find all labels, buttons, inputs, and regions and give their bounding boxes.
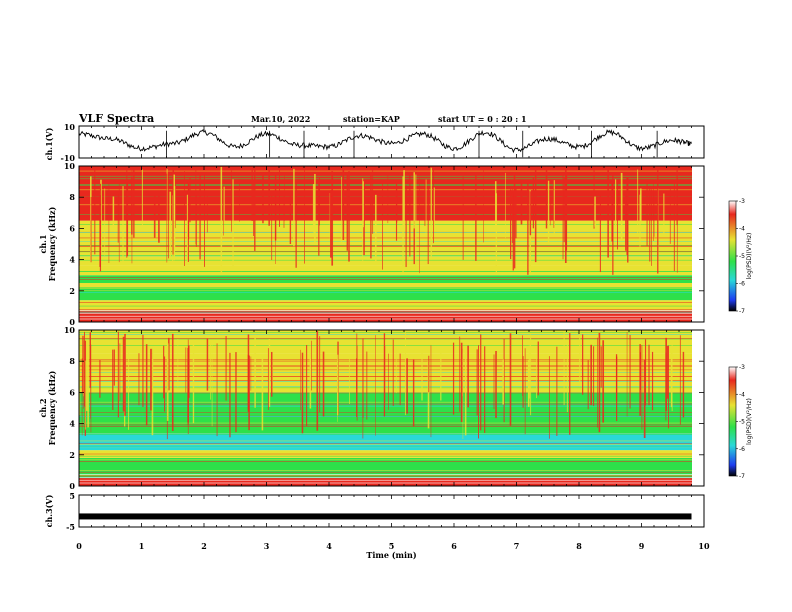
ch1-spectrogram-tick-label: 4 (69, 255, 75, 265)
ch2-colorbar-bar (728, 366, 737, 477)
ch2-colorbar-tick-label: -3 (739, 364, 745, 371)
ch2-colorbar-label: log(PSD)(V²/Hz) (746, 398, 753, 445)
station-label: station=KAP (343, 114, 400, 124)
time-tick-label: 2 (201, 541, 207, 551)
ch2-colorbar-tick-label: -4 (739, 391, 745, 398)
ch3-waveform-tick-label: 5 (69, 491, 75, 501)
ch1-spectrogram-tick-label: 0 (69, 317, 75, 327)
ch3-waveform-ylabel-line: ch.3(V) (44, 494, 54, 527)
ch1-spectrogram-panel: 10 8 6 4 2 0 ch.1Frequency (kHz) (38, 161, 705, 327)
ch1-spectrogram-band (79, 300, 692, 310)
ch1-colorbar-tick-label: -6 (739, 281, 745, 288)
ch2-spectrogram-panel: 10 8 6 4 2 0 ch.2Frequency (kHz) (38, 325, 705, 491)
ch2-spectrogram-tick-label: 0 (69, 481, 75, 491)
ch2-spectrogram-blank (692, 330, 704, 486)
time-axis: 0 1 2 3 4 5 6 7 8 9 10 Time (min) (76, 541, 710, 560)
ch1-colorbar: -3 -4 -5 -6 -7 log(PSD)(V²/Hz) (728, 198, 753, 315)
ch3-waveform-tick-label: -5 (66, 522, 75, 532)
time-tick-label: 9 (639, 541, 645, 551)
time-tick-label: 7 (514, 541, 520, 551)
ch1-spectrogram-band (79, 283, 692, 288)
ch1-colorbar-tick-label: -7 (739, 308, 745, 315)
ch1-waveform-tick-label: -10 (61, 153, 76, 163)
ch3-waveform-ylabel: ch.3(V) (44, 494, 54, 527)
time-tick-label: 6 (451, 541, 457, 551)
ch2-spectrogram-tick-label: 2 (69, 450, 75, 460)
ch2-colorbar-tick-label: -7 (739, 473, 745, 480)
date-label: Mar.10, 2022 (251, 114, 310, 124)
time-tick-label: 10 (698, 541, 710, 551)
ch2-spectrogram-ylabel: ch.2Frequency (kHz) (38, 370, 57, 445)
time-tick-label: 5 (389, 541, 395, 551)
start-time-label: start UT = 0 : 20 : 1 (438, 114, 527, 124)
ch2-colorbar-tick-label: -5 (739, 419, 745, 426)
time-tick-label: 8 (576, 541, 582, 551)
ch1-colorbar-tick-label: -3 (739, 198, 745, 205)
ch1-spectrogram-band (79, 287, 692, 301)
time-tick-label: 3 (264, 541, 270, 551)
ch1-spectrogram-band (79, 265, 692, 276)
ch2-spectrogram-tick-label: 10 (64, 325, 76, 335)
ch1-waveform-ylabel: ch.1(V) (44, 127, 54, 160)
ch2-colorbar: -3 -4 -5 -6 -7 log(PSD)(V²/Hz) (728, 364, 753, 480)
ch1-waveform-trace (78, 129, 692, 154)
ch1-waveform-ylabel-line: ch.1(V) (44, 127, 54, 160)
ch3-waveform-panel: 5 -5 ch.3(V) (44, 491, 705, 532)
time-tick-label: 4 (326, 541, 332, 551)
figure-title: VLF Spectra (78, 112, 154, 125)
ch1-colorbar-tick-label: -5 (739, 253, 745, 260)
ch2-spectrogram-tick-label: 4 (69, 419, 75, 429)
ch2-spectrogram-ylabel-line: ch.2 (38, 398, 48, 417)
ch1-colorbar-bar (728, 200, 737, 312)
ch2-spectrogram-tick-label: 6 (69, 387, 75, 397)
ch1-spectrogram-tick-label: 10 (64, 161, 76, 171)
ch1-spectrogram-tick-label: 2 (69, 286, 75, 296)
ch1-waveform-tick-label: 10 (64, 122, 76, 132)
ch1-spectrogram-tick-label: 8 (69, 192, 75, 202)
time-axis-label: Time (min) (366, 550, 416, 560)
ch1-colorbar-label: log(PSD)(V²/Hz) (746, 233, 753, 280)
ch2-spectrogram-ylabel-line: Frequency (kHz) (47, 370, 57, 445)
ch3-waveform-frame (78, 494, 705, 528)
time-tick-label: 0 (76, 541, 82, 551)
ch1-spectrogram-blank (692, 166, 704, 322)
ch1-waveform-panel: 10 -10 ch.1(V) (44, 122, 705, 163)
ch1-spectrogram-ylabel: ch.1Frequency (kHz) (38, 206, 57, 281)
ch2-spectrogram-band (79, 478, 692, 486)
ch2-spectrogram-tick-label: 8 (69, 356, 75, 366)
time-tick-label: 1 (139, 541, 145, 551)
ch2-spectrogram-band (79, 434, 692, 451)
ch1-spectrogram-ylabel-line: ch.1 (38, 234, 48, 253)
ch2-spectrogram-band (79, 392, 692, 435)
ch3-waveform-trace (79, 513, 692, 520)
ch1-spectrogram-band (79, 275, 692, 283)
ch2-colorbar-tick-label: -6 (739, 446, 745, 453)
ch1-colorbar-tick-label: -4 (739, 226, 745, 233)
ch1-spectrogram-ylabel-line: Frequency (kHz) (47, 206, 57, 281)
ch1-spectrogram-tick-label: 6 (69, 223, 75, 233)
